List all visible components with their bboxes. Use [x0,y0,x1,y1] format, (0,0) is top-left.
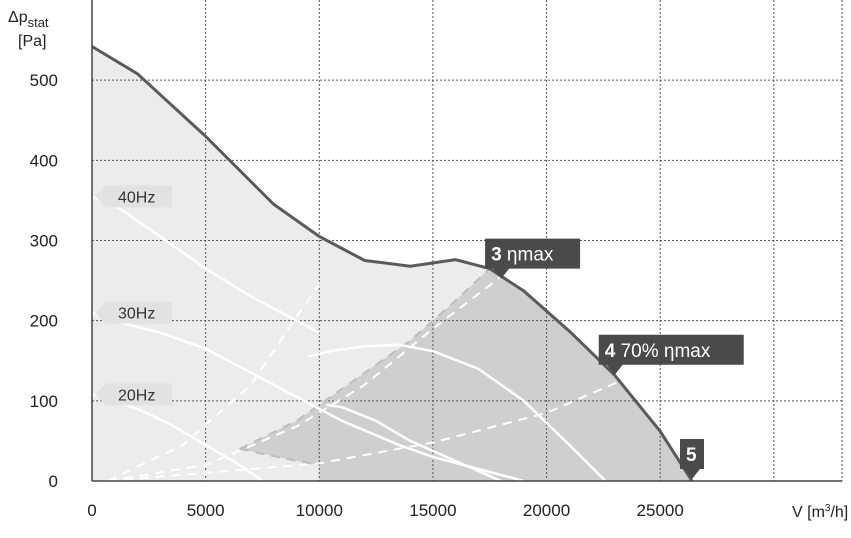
callout-label: 5 [686,445,697,466]
max-curve [91,45,694,482]
callout: 3 ηmax [485,238,581,279]
frequency-curve [91,195,320,334]
y-tick-label: 0 [49,472,58,491]
frequency-label-text: 30Hz [118,306,155,323]
frequency-label-tag: 40Hz [95,185,172,208]
y-axis-unit: [Pa] [18,33,46,50]
operating-area-outline [239,267,491,450]
frequency-label-tag: 30Hz [95,301,172,324]
callout-bg [598,334,744,375]
x-axis-title: V [m3/h] [792,503,848,521]
callout-label: 3 ηmax [491,245,554,266]
curves [91,45,694,483]
system-line [107,284,321,482]
callout: 4 70% ηmax [598,334,744,375]
callout-bg [485,238,581,279]
frequency-curve [325,403,502,483]
x-tick-label: 25000 [637,501,684,520]
frequency-label-bg [95,383,172,406]
axes [91,0,842,482]
operating-areas [92,46,692,481]
frequency-label-text: 20Hz [118,387,155,404]
inner-operating-area [239,268,692,481]
system-line [107,377,627,482]
operating-area-outline [239,447,320,466]
y-tick-label: 400 [30,151,58,170]
frequency-label-bg [95,301,172,324]
frequency-label-bg [95,185,172,208]
x-tick-label: 5000 [187,501,225,520]
y-axis-title: Δpstat [8,9,49,30]
frequency-curve [307,343,607,482]
y-tick-label: 100 [30,392,58,411]
frequency-curve [91,311,525,483]
frequency-label-tag: 20Hz [95,383,172,406]
frequency-curve [91,393,264,483]
callout-label: 4 70% ηmax [605,341,711,362]
y-tick-label: 200 [30,312,58,331]
y-tick-label: 500 [30,71,58,90]
frequency-label-text: 40Hz [118,189,155,206]
y-tick-label: 300 [30,232,58,251]
x-tick-label: 15000 [409,501,456,520]
x-tick-label: 20000 [523,501,570,520]
callout: 5 [680,438,704,479]
system-line [107,275,502,482]
x-tick-label: 10000 [296,501,343,520]
x-tick-label: 0 [87,501,96,520]
callout-bg [680,438,704,479]
